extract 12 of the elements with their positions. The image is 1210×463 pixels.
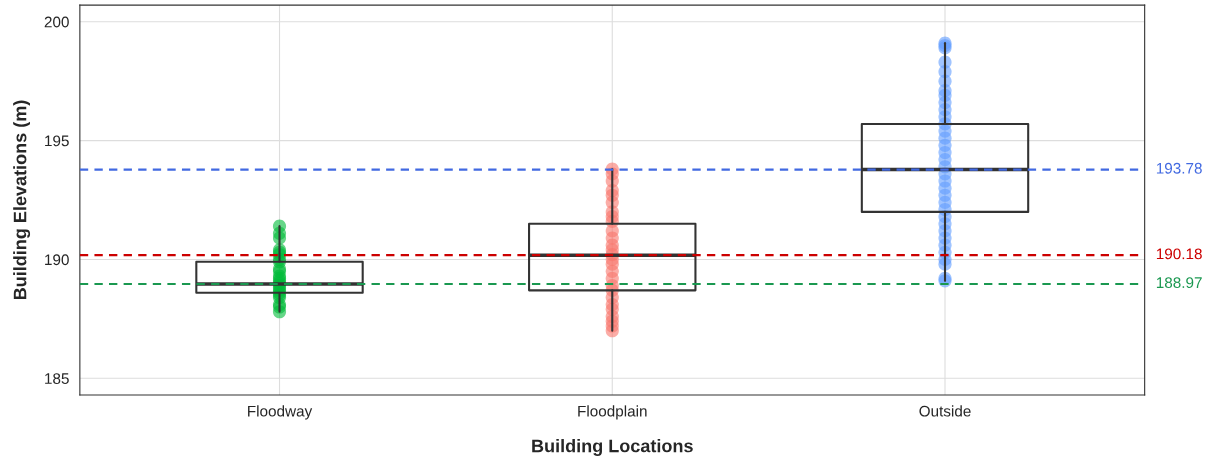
x-tick-label: Outside: [919, 405, 971, 417]
y-tick-label: 185: [45, 373, 69, 384]
ref-line-label: 190.18: [1156, 248, 1202, 260]
ref-line-label: 188.97: [1156, 277, 1202, 289]
ref-line-label: 193.78: [1156, 162, 1202, 174]
y-tick-label: 195: [45, 135, 69, 147]
y-tick-label: 200: [44, 16, 69, 28]
x-axis-title: Building Locations: [532, 439, 693, 456]
x-tick-label: Floodway: [248, 405, 313, 420]
y-axis-title: Building Elevations (m): [13, 100, 31, 300]
x-tick-label: Floodplain: [578, 405, 647, 420]
y-tick-label: 190: [45, 254, 69, 266]
